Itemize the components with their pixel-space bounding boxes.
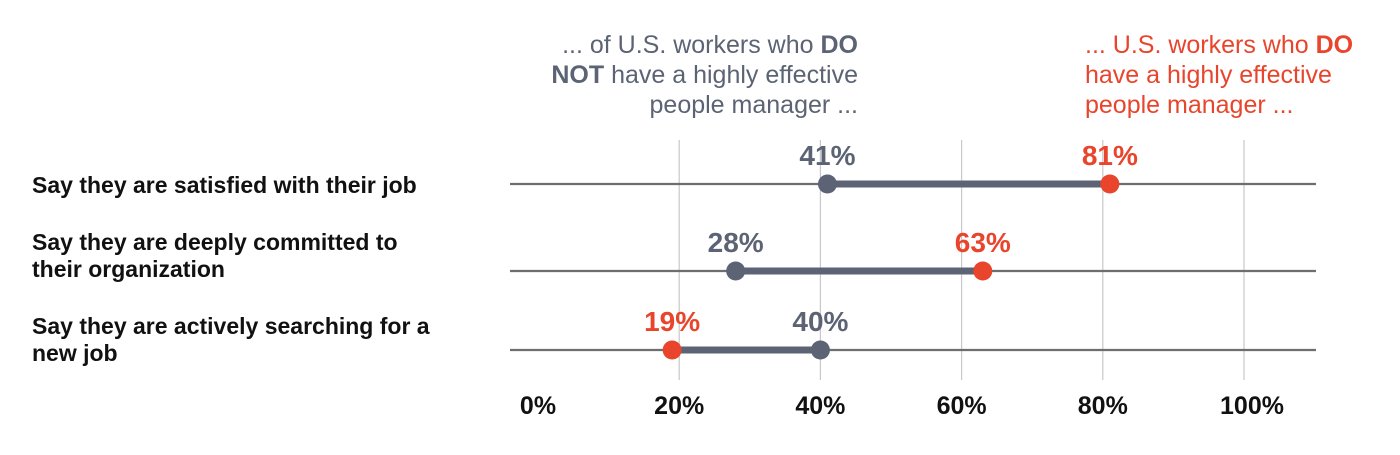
- dumbbell-bars: [672, 180, 1110, 354]
- legend-header-without-manager: ... of U.S. workers who DO NOT have a hig…: [551, 31, 858, 119]
- x-tick-label: 80%: [1078, 392, 1128, 420]
- x-tick-label: 40%: [795, 392, 845, 420]
- dumbbell-dots: [662, 174, 1120, 360]
- value-label-without-manager: 41%: [799, 140, 855, 171]
- value-label-without-manager: 28%: [708, 227, 764, 258]
- row-label-line: their organization: [32, 256, 225, 282]
- x-tick-label: 100%: [1220, 392, 1284, 420]
- dot-with-manager: [1100, 174, 1120, 194]
- dot-without-manager: [817, 174, 837, 194]
- legend-header-with-manager: ... U.S. workers who DO have a highly ef…: [1085, 31, 1354, 119]
- x-tick-label: 0%: [520, 392, 556, 420]
- row-label-line: Say they are deeply committed to: [32, 229, 398, 255]
- dot-without-manager: [726, 261, 746, 281]
- gridlines: [678, 140, 1245, 380]
- value-label-with-manager: 63%: [955, 227, 1011, 258]
- value-labels: 41% 81% 28% 63% 40% 19%: [644, 140, 1138, 337]
- dot-without-manager: [810, 340, 830, 360]
- value-label-with-manager: 81%: [1082, 140, 1138, 171]
- dot-with-manager: [973, 261, 993, 281]
- value-label-with-manager: 19%: [644, 306, 700, 337]
- value-label-without-manager: 40%: [792, 306, 848, 337]
- row-label-searching: Say they are actively searching for a ne…: [32, 313, 512, 367]
- row-label-satisfied: Say they are satisfied with their job: [32, 172, 512, 199]
- x-tick-label: 20%: [654, 392, 704, 420]
- row-lines: [510, 182, 1316, 352]
- dot-with-manager: [662, 340, 682, 360]
- row-label-line: new job: [32, 340, 118, 366]
- row-label-committed: Say they are deeply committed to their o…: [32, 229, 512, 283]
- row-label-line: Say they are satisfied with their job: [32, 172, 417, 198]
- row-label-line: Say they are actively searching for a: [32, 313, 430, 339]
- x-axis-ticks: 0% 20% 40% 60% 80% 100%: [520, 392, 1284, 420]
- x-tick-label: 60%: [937, 392, 987, 420]
